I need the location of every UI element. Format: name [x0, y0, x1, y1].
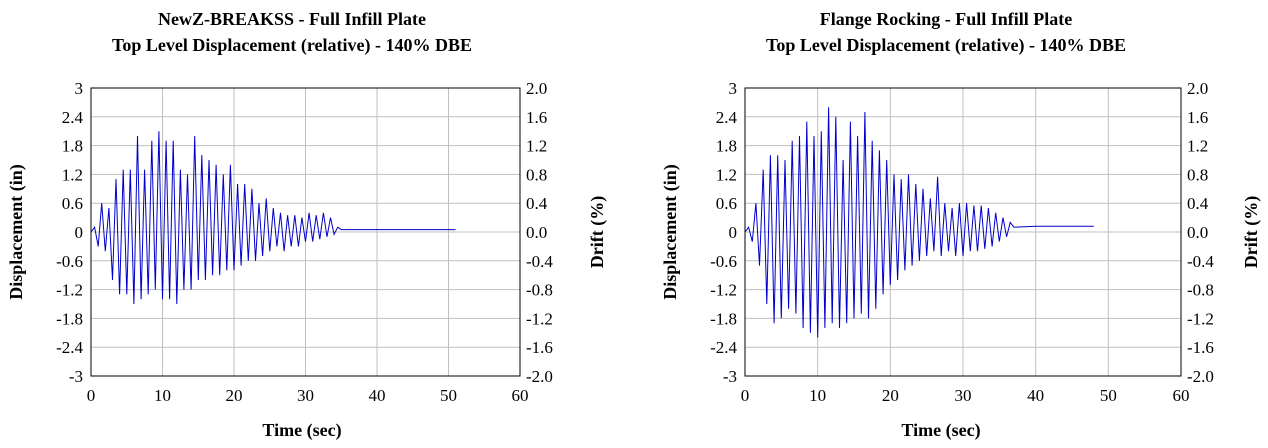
y-tick-label: 1.2 — [716, 165, 737, 184]
y-tick-label: -1.8 — [56, 309, 83, 328]
y-tick-label: 0.6 — [716, 194, 737, 213]
y2-axis-title: Drift (%) — [1241, 196, 1262, 268]
y2-tick-label: 0.8 — [526, 165, 547, 184]
y-tick-label: -0.6 — [710, 252, 737, 271]
x-axis-title: Time (sec) — [262, 420, 341, 441]
x-tick-label: 30 — [297, 386, 314, 405]
x-tick-label: 30 — [955, 386, 972, 405]
y-tick-label: 1.8 — [62, 137, 83, 156]
x-tick-label: 60 — [512, 386, 529, 405]
series-line — [90, 131, 456, 305]
y2-tick-label: 1.6 — [526, 108, 547, 127]
x-tick-label: 50 — [440, 386, 457, 405]
y2-tick-label: -1.2 — [1187, 309, 1214, 328]
chart-subtitle: Top Level Displacement (relative) - 140%… — [766, 35, 1126, 56]
x-ticks: 0 10 20 30 40 50 60 — [741, 386, 1190, 405]
y-ticks-left: 3 2.4 1.8 1.2 0.6 0 -0.6 -1.2 -1.8 -2.4 -3 — [710, 79, 737, 386]
chart-title: Flange Rocking - Full Infill Plate — [820, 9, 1073, 29]
y-tick-label: 3 — [75, 79, 84, 98]
chart-left: NewZ-BREAKSS - Full Infill Plate Top Lev… — [0, 0, 614, 448]
y2-tick-label: 1.6 — [1187, 108, 1208, 127]
y2-tick-label: 0.4 — [526, 194, 548, 213]
y-ticks-left: 3 2.4 1.8 1.2 0.6 0 -0.6 -1.2 -1.8 -2.4 -3 — [56, 79, 83, 386]
y-tick-label: 0 — [75, 223, 84, 242]
x-tick-label: 10 — [154, 386, 171, 405]
y2-tick-label: 2.0 — [526, 79, 547, 98]
y-tick-label: 2.4 — [716, 108, 738, 127]
series-line — [744, 107, 1094, 338]
x-ticks: 0 10 20 30 40 50 60 — [87, 386, 529, 405]
y-ticks-right: 2.0 1.6 1.2 0.8 0.4 0.0 -0.4 -0.8 -1.2 -1.6 -2.0 — [526, 79, 553, 386]
y2-tick-label: -2.0 — [1187, 367, 1214, 386]
y-tick-label: 0 — [729, 223, 738, 242]
x-tick-label: 40 — [1027, 386, 1044, 405]
y-tick-label: -2.4 — [56, 338, 83, 357]
y-tick-label: -1.8 — [710, 309, 737, 328]
y-tick-label: -1.2 — [56, 281, 83, 300]
y-tick-label: -3 — [723, 367, 737, 386]
chart-right-svg: Flange Rocking - Full Infill Plate Top L… — [660, 9, 1262, 441]
y2-tick-label: 0.4 — [1187, 194, 1209, 213]
y2-tick-label: -0.8 — [526, 281, 553, 300]
x-tick-label: 20 — [226, 386, 243, 405]
y-tick-label: 3 — [729, 79, 738, 98]
y2-tick-label: 1.2 — [526, 137, 547, 156]
y2-tick-label: 2.0 — [1187, 79, 1208, 98]
y-tick-label: 0.6 — [62, 194, 83, 213]
y-axis-title: Displacement (in) — [660, 164, 681, 299]
y-tick-label: -1.2 — [710, 281, 737, 300]
grid — [745, 88, 1181, 376]
x-tick-label: 50 — [1100, 386, 1117, 405]
y-tick-label: -3 — [69, 367, 83, 386]
y-tick-label: 1.2 — [62, 165, 83, 184]
y2-tick-label: -0.4 — [1187, 252, 1214, 271]
x-tick-label: 40 — [369, 386, 386, 405]
y2-tick-label: 0.8 — [1187, 165, 1208, 184]
chart-right: Flange Rocking - Full Infill Plate Top L… — [654, 0, 1268, 448]
chart-subtitle: Top Level Displacement (relative) - 140%… — [112, 35, 472, 56]
y2-tick-label: -0.4 — [526, 252, 553, 271]
y2-tick-label: -1.6 — [526, 338, 553, 357]
y2-tick-label: -1.2 — [526, 309, 553, 328]
x-tick-label: 60 — [1173, 386, 1190, 405]
chart-title: NewZ-BREAKSS - Full Infill Plate — [158, 9, 426, 29]
y-tick-label: 2.4 — [62, 108, 84, 127]
x-tick-label: 20 — [882, 386, 899, 405]
chart-left-svg: NewZ-BREAKSS - Full Infill Plate Top Lev… — [6, 9, 608, 441]
y-tick-label: -2.4 — [710, 338, 737, 357]
y2-tick-label: -0.8 — [1187, 281, 1214, 300]
y2-tick-label: -1.6 — [1187, 338, 1214, 357]
y2-tick-label: 0.0 — [1187, 223, 1208, 242]
y2-tick-label: -2.0 — [526, 367, 553, 386]
y2-tick-label: 0.0 — [526, 223, 547, 242]
y-tick-label: 1.8 — [716, 137, 737, 156]
y-tick-label: -0.6 — [56, 252, 83, 271]
y2-axis-title: Drift (%) — [587, 196, 608, 268]
x-tick-label: 0 — [87, 386, 96, 405]
x-tick-label: 0 — [741, 386, 750, 405]
y-ticks-right: 2.0 1.6 1.2 0.8 0.4 0.0 -0.4 -0.8 -1.2 -1.6 -2.0 — [1187, 79, 1214, 386]
y-axis-title: Displacement (in) — [6, 164, 27, 299]
x-tick-label: 10 — [809, 386, 826, 405]
grid — [91, 88, 520, 376]
x-axis-title: Time (sec) — [901, 420, 980, 441]
y2-tick-label: 1.2 — [1187, 137, 1208, 156]
